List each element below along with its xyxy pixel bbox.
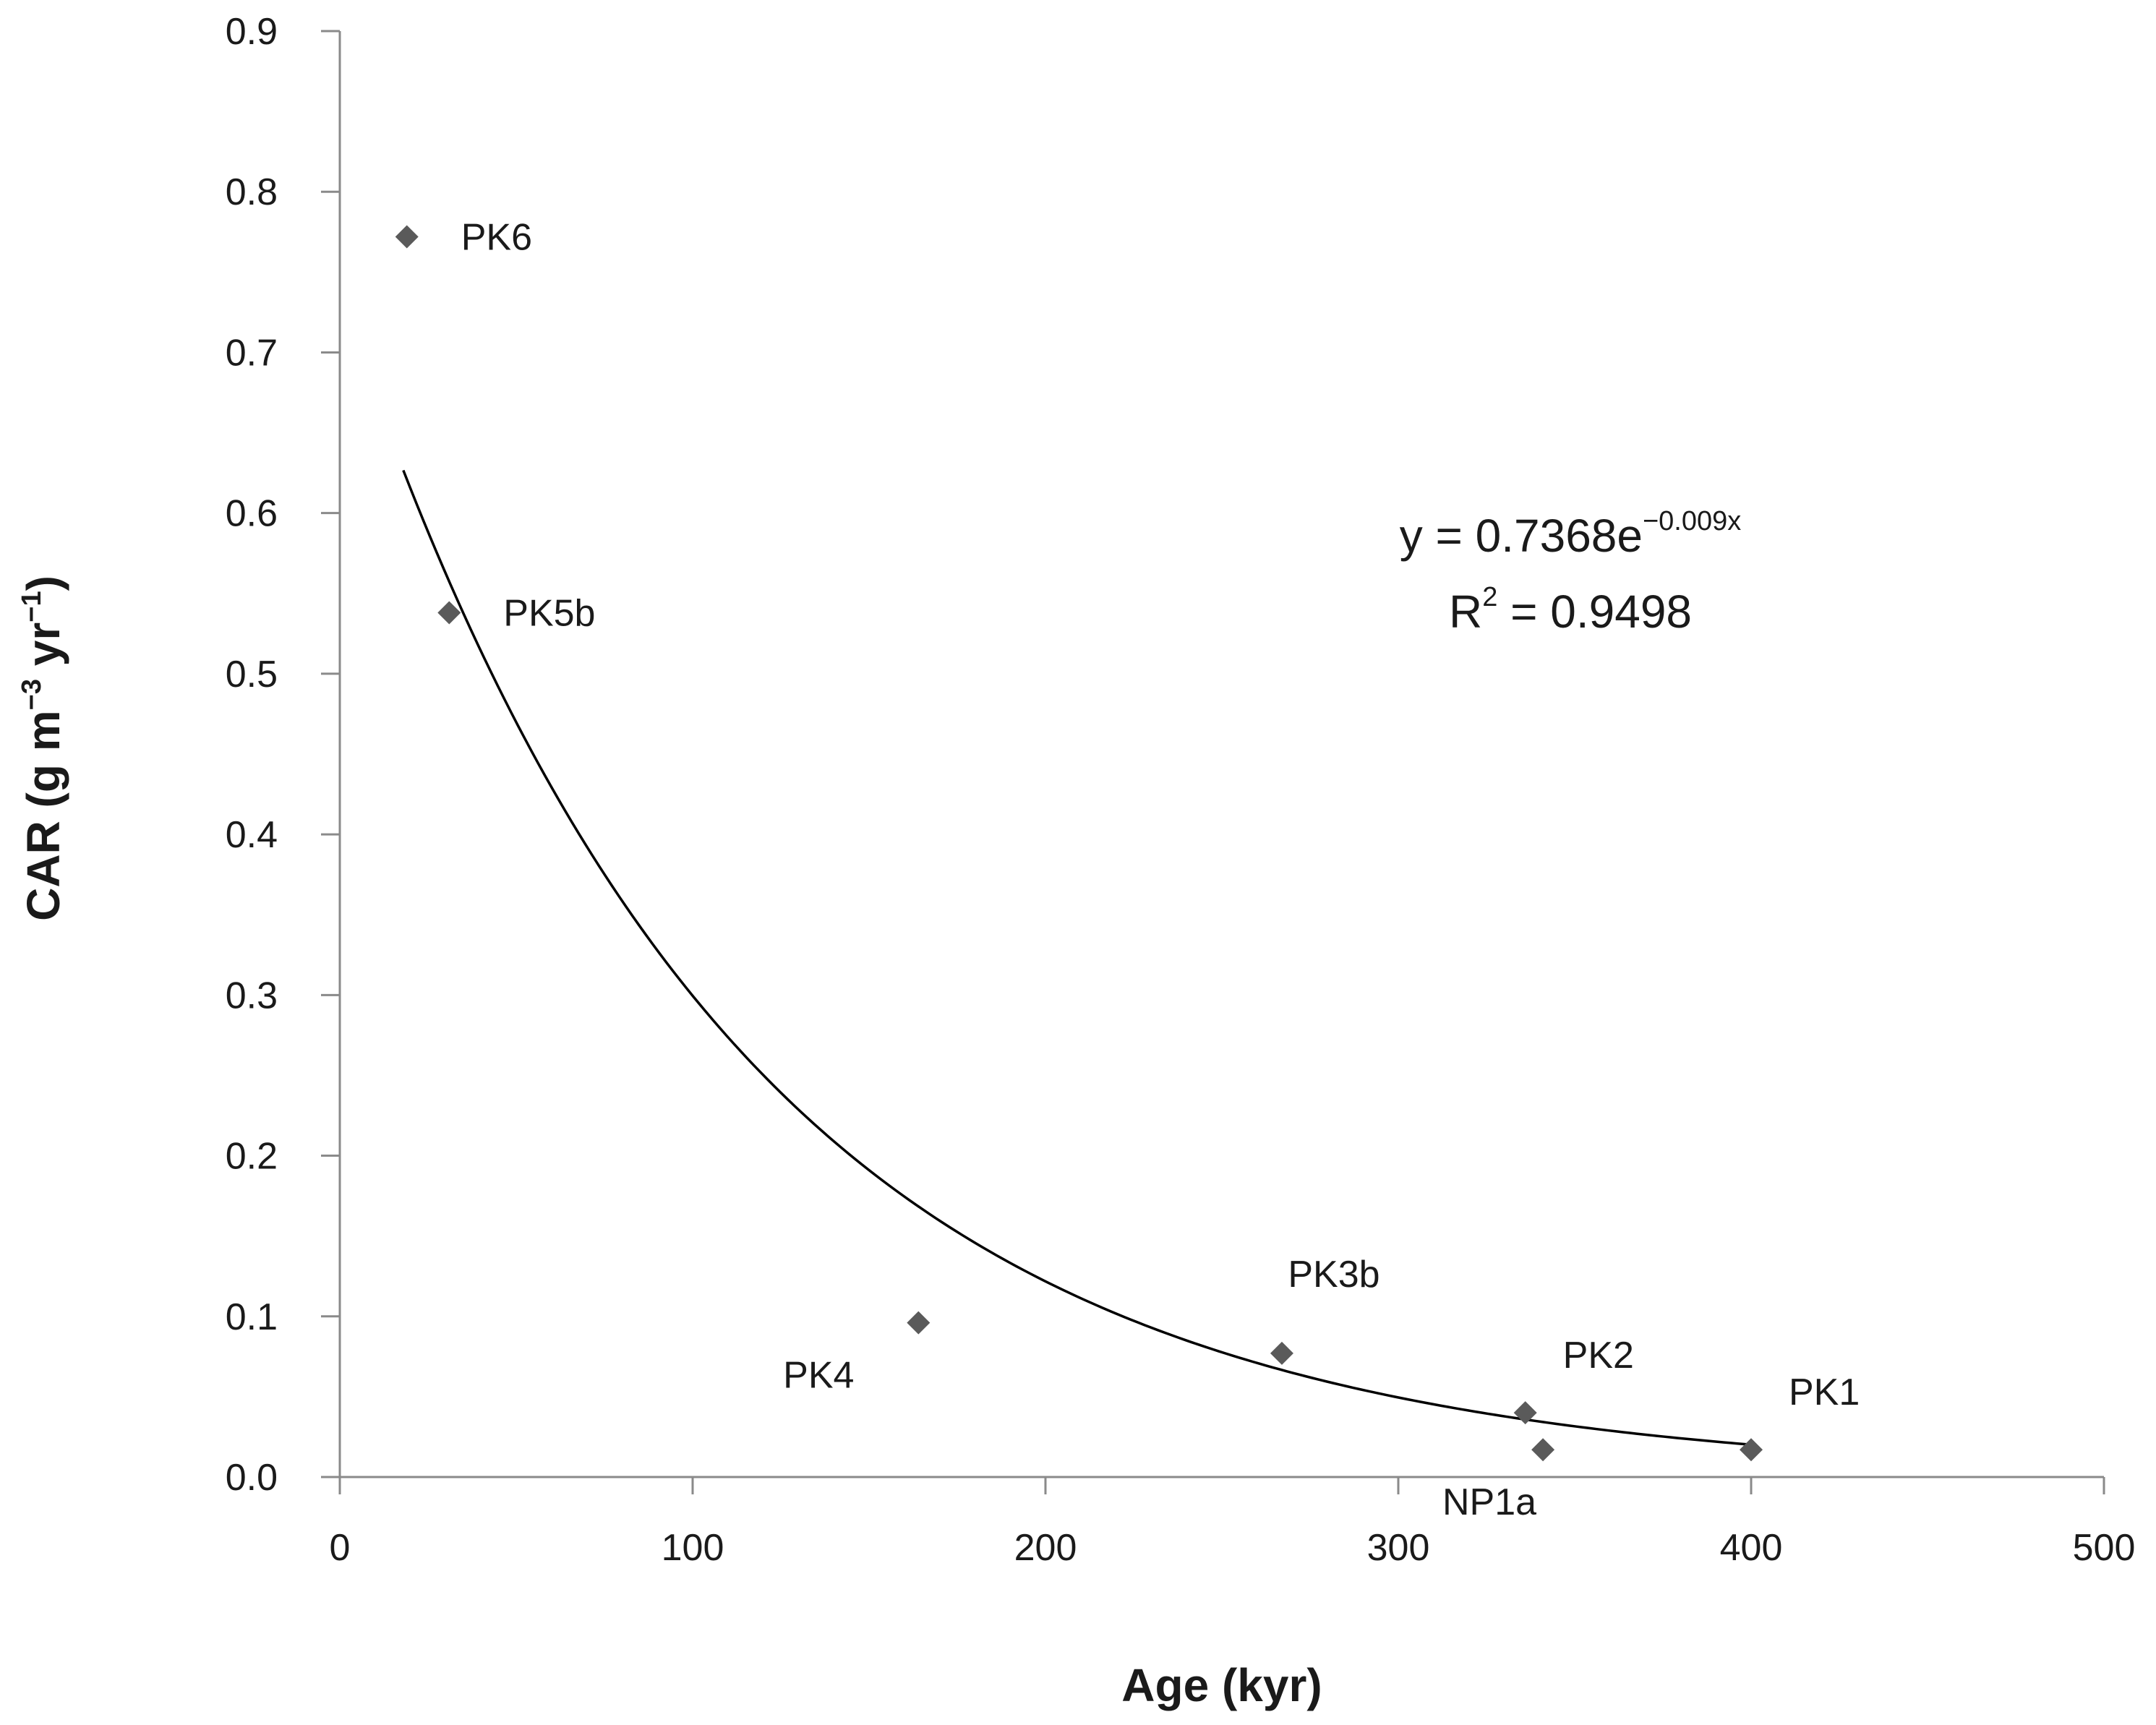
x-tick-label: 400 <box>1720 1527 1783 1569</box>
data-point-pk2 <box>1513 1401 1537 1425</box>
data-point-pk1 <box>1740 1438 1763 1462</box>
y-axis-title-prefix: CAR (g m <box>17 710 69 921</box>
y-tick-label: 0.0 <box>226 1457 278 1499</box>
x-axis-ticks: 0 100 200 300 400 500 <box>330 1477 2136 1569</box>
y-tick-label: 0.4 <box>226 814 278 856</box>
point-label-pk2: PK2 <box>1563 1335 1634 1377</box>
data-point-pk6 <box>395 225 419 249</box>
r-squared-value: = 0.9498 <box>1497 586 1692 638</box>
y-axis-title-sup2: −1 <box>17 591 47 622</box>
r-squared-exponent: 2 <box>1482 582 1497 612</box>
y-tick-label: 0.9 <box>226 11 278 53</box>
y-axis-title-sup1: −3 <box>17 679 47 710</box>
y-axis-ticks: 0.0 0.1 0.2 0.3 0.4 0.5 0.6 0.7 0.8 0.9 <box>226 11 340 1499</box>
x-tick-label: 200 <box>1014 1527 1077 1569</box>
trendline-equation: y = 0.7368e−0.009x <box>1400 506 1742 562</box>
data-points <box>395 225 1763 1462</box>
data-point-pk3b <box>1270 1341 1293 1365</box>
data-point-labels: PK6 PK5b PK4 PK3b PK2 NP1a PK1 <box>461 216 1860 1523</box>
point-label-pk6: PK6 <box>461 216 532 258</box>
x-axis-title: Age (kyr) <box>1121 1659 1322 1711</box>
data-point-pk5b <box>437 601 461 625</box>
y-axis-title: CAR (g m−3 yr−1) <box>17 575 69 921</box>
y-tick-label: 0.8 <box>226 171 278 213</box>
x-tick-label: 500 <box>2073 1527 2136 1569</box>
y-tick-label: 0.1 <box>226 1296 278 1338</box>
plot-area: 0.0 0.1 0.2 0.3 0.4 0.5 0.6 0.7 0.8 0.9 0 100 200 30… <box>226 11 2136 1569</box>
point-label-pk1: PK1 <box>1789 1371 1860 1413</box>
data-point-pk4 <box>907 1311 931 1335</box>
x-tick-label: 0 <box>330 1527 351 1569</box>
data-point-np1a <box>1531 1438 1555 1462</box>
x-tick-label: 300 <box>1367 1527 1430 1569</box>
y-tick-label: 0.6 <box>226 493 278 535</box>
point-label-pk4: PK4 <box>783 1355 854 1397</box>
point-label-pk3b: PK3b <box>1288 1254 1379 1296</box>
trendline-equation-exponent: −0.009x <box>1643 506 1741 536</box>
y-tick-label: 0.5 <box>226 654 278 695</box>
y-tick-label: 0.2 <box>226 1136 278 1178</box>
trendline-r-squared: R2 = 0.9498 <box>1449 582 1692 638</box>
point-label-pk5b: PK5b <box>503 592 595 634</box>
y-tick-label: 0.3 <box>226 975 278 1016</box>
y-tick-label: 0.7 <box>226 332 278 374</box>
y-axis-title-mid: yr <box>17 622 69 679</box>
y-axis-title-suffix: ) <box>17 575 69 591</box>
r-squared-letter: R <box>1449 586 1482 638</box>
trendline-equation-base: y = 0.7368e <box>1400 510 1643 562</box>
x-tick-label: 100 <box>662 1527 724 1569</box>
point-label-np1a: NP1a <box>1442 1481 1536 1523</box>
